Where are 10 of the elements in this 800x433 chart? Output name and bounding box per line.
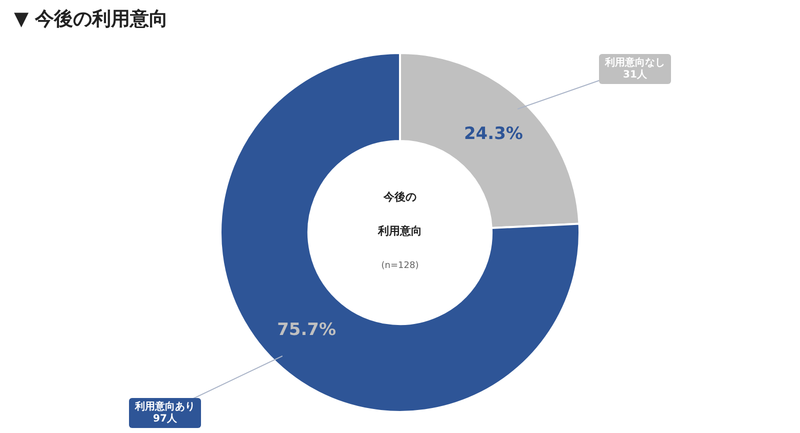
slice-label: 利用意向あり (134, 400, 195, 413)
slice-label: 利用意向なし (604, 56, 665, 69)
text: (n=128) (381, 260, 419, 271)
text: 今後の (382, 190, 416, 204)
text: 利用意向 (377, 224, 422, 238)
chart-title: ▼ 今後の利用意向 (14, 7, 168, 32)
data-label: 97人 (153, 412, 178, 425)
data-label: 31人 (623, 68, 648, 81)
text: 75.7% (277, 320, 336, 340)
text: 24.3% (464, 124, 523, 144)
